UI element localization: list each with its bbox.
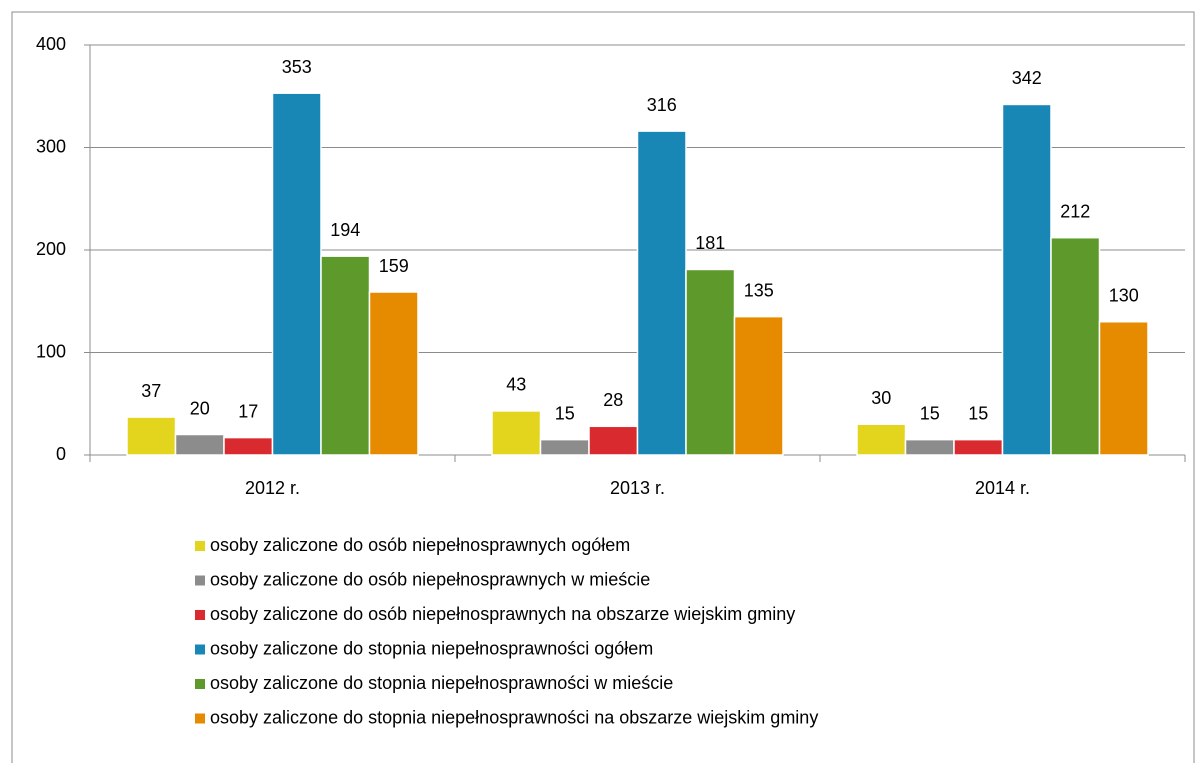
x-tick-label: 2014 r.: [975, 478, 1030, 498]
data-label: 15: [920, 403, 940, 423]
bar: [1001, 103, 1052, 456]
data-label: 181: [695, 233, 725, 253]
legend-label: osoby zaliczone do stopnia niepełnospraw…: [210, 707, 818, 727]
legend-swatch: [195, 575, 205, 586]
bar: [126, 416, 177, 456]
legend-swatch: [195, 610, 205, 620]
legend-label: osoby zaliczone do osób niepełnosprawnyc…: [210, 535, 630, 555]
data-label: 316: [647, 95, 677, 115]
x-tick-label: 2012 r.: [245, 478, 300, 498]
y-tick-label: 300: [36, 136, 66, 156]
data-label: 28: [603, 390, 623, 410]
legend-label: osoby zaliczone do stopnia niepełnospraw…: [210, 638, 653, 658]
legend-swatch: [195, 679, 205, 689]
bar: [539, 438, 590, 456]
bar: [1050, 236, 1101, 456]
data-label: 37: [141, 381, 161, 401]
data-label: 159: [379, 256, 409, 276]
y-tick-label: 200: [36, 239, 66, 259]
bar: [904, 438, 955, 456]
legend-swatch: [195, 541, 205, 551]
data-label: 353: [282, 57, 312, 77]
data-label: 342: [1012, 68, 1042, 88]
y-tick-label: 0: [56, 444, 66, 464]
bar: [320, 255, 371, 456]
data-label: 17: [238, 401, 258, 421]
bar: [271, 92, 322, 456]
bar: [491, 410, 542, 456]
bar: [636, 130, 687, 456]
bar: [685, 268, 736, 456]
bar: [368, 291, 419, 456]
data-label: 20: [190, 398, 210, 418]
data-label: 43: [506, 375, 526, 395]
bar: [1098, 321, 1149, 456]
legend-swatch: [195, 713, 205, 724]
bar: [588, 425, 639, 456]
data-label: 135: [744, 280, 774, 300]
y-tick-label: 400: [36, 34, 66, 54]
legend-label: osoby zaliczone do osób niepełnosprawnyc…: [210, 569, 650, 589]
bar: [174, 433, 225, 456]
data-label: 15: [968, 403, 988, 423]
bar: [953, 438, 1004, 456]
bar: [856, 423, 907, 456]
legend-swatch: [195, 644, 205, 655]
data-label: 30: [871, 388, 891, 408]
legend-label: osoby zaliczone do osób niepełnosprawnyc…: [210, 604, 795, 624]
bar: [223, 436, 274, 456]
bar: [733, 315, 784, 456]
y-tick-label: 100: [36, 341, 66, 361]
data-label: 130: [1109, 286, 1139, 306]
legend-label: osoby zaliczone do stopnia niepełnospraw…: [210, 673, 673, 693]
chart-frame: [11, 11, 1195, 763]
data-label: 212: [1060, 201, 1090, 221]
x-tick-label: 2013 r.: [610, 478, 665, 498]
data-label: 194: [330, 220, 360, 240]
data-label: 15: [555, 403, 575, 423]
